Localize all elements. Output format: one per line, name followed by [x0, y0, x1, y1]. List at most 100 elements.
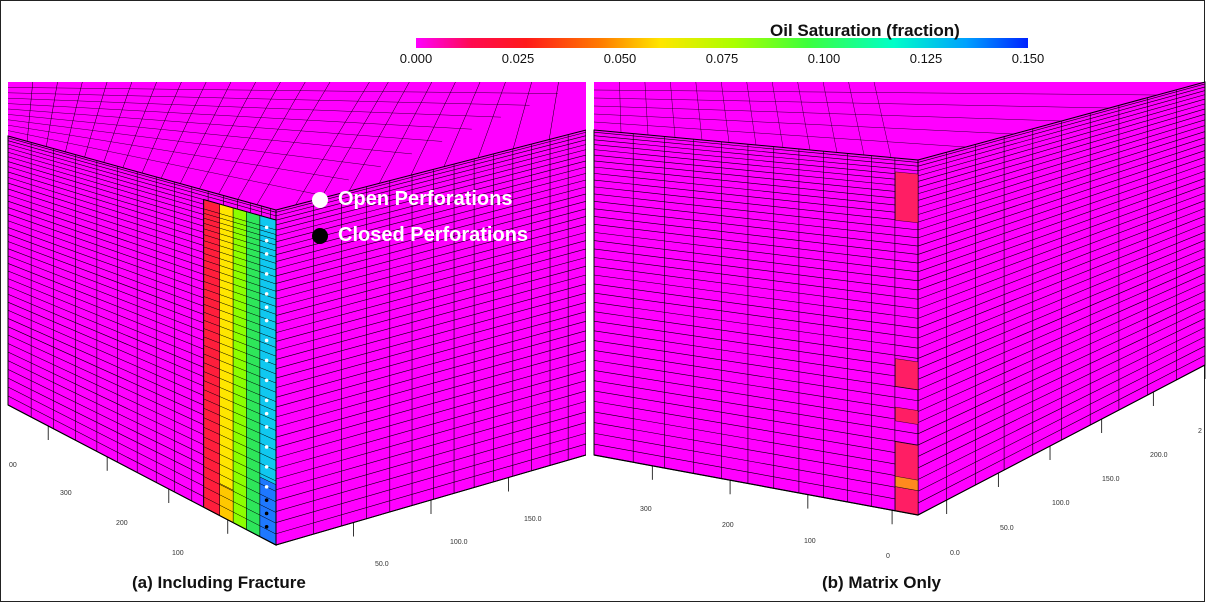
open-perforation-icon — [264, 272, 269, 276]
colorbar-tick: 0.050 — [603, 51, 637, 66]
grid-line — [203, 389, 277, 422]
open-perforation-icon — [264, 485, 269, 489]
grid-line — [822, 81, 838, 153]
grid-line — [593, 97, 1110, 109]
grid-line — [203, 336, 277, 366]
grid-line — [275, 320, 587, 408]
grid-line — [275, 160, 587, 243]
grid-line — [593, 232, 919, 273]
grid-line — [275, 200, 587, 284]
grid-line — [275, 311, 587, 398]
legend-closed: Closed Perforations — [312, 224, 528, 247]
grid-line — [203, 259, 277, 285]
fracture-cell — [203, 199, 220, 517]
grid-line — [203, 311, 277, 340]
grid-line — [593, 401, 919, 457]
grid-line — [203, 345, 277, 375]
grid-line — [593, 154, 919, 188]
fracture-cell — [895, 171, 919, 223]
grid-line — [275, 186, 587, 269]
grid-line — [275, 135, 587, 217]
grid-line — [593, 240, 919, 282]
grid-line — [275, 283, 587, 369]
grid-line — [203, 353, 277, 384]
open-perforation-icon — [312, 191, 328, 208]
grid-line — [203, 288, 277, 315]
grid-line — [7, 137, 277, 213]
closed-perforation-icon — [312, 227, 328, 244]
grid-line — [203, 426, 277, 461]
grid-line — [275, 173, 587, 256]
grid-line — [7, 92, 530, 106]
open-perforation-icon — [264, 305, 269, 310]
open-perforation-icon — [264, 238, 269, 243]
grid-line — [593, 208, 919, 247]
grid-line — [7, 130, 316, 195]
grid-line — [593, 330, 919, 380]
grid-line — [593, 173, 919, 208]
grid-line — [203, 486, 277, 524]
axis-label: 100.0 — [450, 539, 468, 546]
axis-label: 150.0 — [524, 516, 542, 523]
fracture-cell — [895, 486, 919, 516]
grid-line — [593, 311, 919, 359]
grid-line — [103, 81, 133, 163]
axis-label: 100.0 — [1052, 500, 1070, 507]
grid-line — [275, 240, 587, 325]
grid-line — [237, 81, 306, 200]
grid-line — [548, 81, 559, 140]
grid-line — [275, 390, 587, 480]
grid-line — [593, 302, 919, 349]
open-perforation-icon — [264, 378, 269, 383]
grid-line — [275, 232, 587, 316]
grid-line — [275, 330, 587, 418]
open-perforation-icon — [264, 252, 269, 256]
legend-closed-label: Closed Perforations — [338, 224, 529, 246]
grid-line — [593, 370, 919, 423]
grid-line — [46, 81, 58, 147]
grid-line — [295, 81, 370, 206]
grid-line — [199, 81, 256, 189]
fracture-cell — [895, 475, 919, 491]
panel-b-left-face — [594, 130, 918, 515]
grid-line — [593, 179, 919, 215]
grid-line — [797, 81, 811, 151]
open-perforation-icon — [264, 411, 269, 416]
axis-label: 300 — [640, 506, 652, 513]
grid-line — [7, 103, 472, 130]
colorbar-tick: 0.025 — [501, 51, 535, 66]
axis-label: 50.0 — [375, 561, 389, 568]
fracture-cell — [895, 406, 919, 425]
grid-line — [593, 274, 919, 319]
grid-line — [275, 422, 587, 512]
grid-line — [203, 217, 277, 240]
axis-label: 50.0 — [1000, 525, 1014, 532]
closed-perforation-icon — [264, 511, 269, 516]
colorbar-tick: 0.075 — [705, 51, 739, 66]
grid-line — [203, 328, 277, 357]
grid-line — [593, 216, 919, 255]
grid-line — [7, 114, 412, 155]
grid-line — [275, 208, 587, 292]
axis-label: 100 — [172, 550, 184, 557]
panel-divider — [586, 82, 594, 562]
axis-label: 150.0 — [1102, 476, 1120, 483]
grid-line — [65, 81, 83, 152]
grid-line — [593, 390, 919, 446]
grid-line — [275, 360, 587, 448]
grid-line — [180, 81, 232, 184]
grid-line — [275, 411, 587, 501]
fracture-cell — [895, 358, 919, 390]
grid-line — [160, 81, 207, 179]
grid-line — [275, 380, 587, 469]
grid-line — [275, 154, 587, 237]
grid-line — [7, 98, 501, 118]
grid-line — [275, 443, 587, 535]
closed-perforation-icon — [264, 524, 269, 529]
grid-line — [746, 81, 757, 146]
axis-label: 200 — [722, 522, 734, 529]
grid-line — [203, 380, 277, 412]
grid-line — [275, 149, 587, 231]
colorbar-tick: 0.100 — [807, 51, 841, 66]
